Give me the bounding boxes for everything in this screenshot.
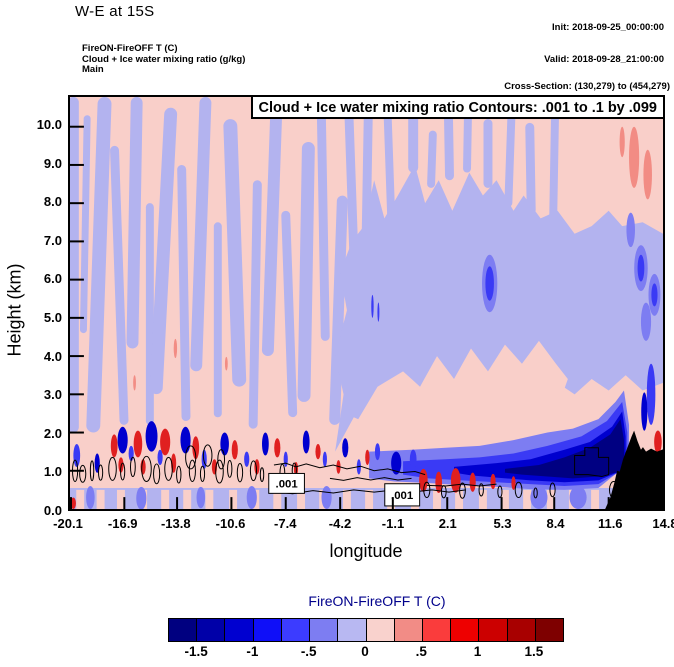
colorbar-cell	[506, 619, 535, 641]
x-axis-title: longitude	[329, 541, 403, 561]
x-axis-tick-label: -7.4	[274, 516, 297, 531]
colorbar-tick-label: .5	[415, 644, 427, 659]
y-axis-tick-label: 8.0	[43, 194, 62, 210]
colorbar-cell	[196, 619, 225, 641]
plot-title: W-E at 15S	[75, 3, 155, 20]
field-labels: FireON-FireOFF T (C) Cloud + Ice water m…	[82, 43, 246, 76]
colorbar-tick-label: 1.5	[524, 644, 544, 659]
field-label-contour: Cloud + Ice water mixing ratio (g/kg)	[82, 53, 246, 65]
svg-text:.001: .001	[276, 478, 299, 490]
y-axis-tick-label: 3.0	[43, 387, 62, 403]
colorbar-cell	[280, 619, 310, 641]
y-axis-tick-label: 9.0	[43, 155, 62, 171]
y-axis-tick-label: 0.0	[43, 503, 62, 518]
colorbar-cell	[169, 619, 197, 641]
x-axis-tick-label: 2.1	[438, 516, 457, 531]
colorbar	[168, 618, 564, 642]
colorbar-cell	[252, 619, 281, 641]
colorbar-cell	[224, 619, 253, 641]
y-axis-tick-label: 5.0	[43, 310, 62, 325]
x-axis-tick-label: 11.6	[597, 516, 623, 531]
colorbar-title: FireON-FireOFF T (C)	[308, 593, 446, 609]
x-axis-tick-label: -10.6	[215, 516, 246, 531]
run-timestamps: Init: 2018-09-25_00:00:00 Valid: 2018-09…	[544, 2, 664, 86]
x-axis-tick-label: -13.8	[160, 516, 191, 531]
colorbar-tick-label: 0	[361, 644, 369, 659]
x-axis-tick-label: 8.4	[546, 516, 565, 531]
y-axis-tick-label: 2.0	[43, 425, 62, 441]
y-axis-tick-label: 10.0	[36, 117, 62, 132]
colorbar-cell	[534, 619, 564, 641]
colorbar-cell	[478, 619, 507, 641]
x-axis-tick-label: -1.1	[381, 516, 405, 531]
y-axis-tick-label: 6.0	[43, 271, 62, 287]
x-axis-tick-label: -20.1	[53, 516, 83, 531]
colorbar-cell	[309, 619, 338, 641]
x-axis-tick-label: 5.3	[493, 516, 512, 531]
x-axis-tick-label: -4.2	[328, 516, 352, 531]
colorbar-tick-label: -1	[246, 644, 259, 659]
cross-section-label: Cross-Section: (130,279) to (454,279)	[504, 81, 670, 92]
field-label-grid: Main	[82, 64, 104, 75]
field-label-diff: FireON-FireOFF T (C)	[82, 43, 178, 54]
colorbar-cell	[393, 619, 422, 641]
init-timestamp: Init: 2018-09-25_00:00:00	[552, 22, 664, 33]
x-axis-tick-label: -16.9	[107, 516, 138, 531]
y-axis-tick-label: 7.0	[43, 232, 62, 248]
valid-timestamp: Valid: 2018-09-28_21:00:00	[544, 53, 664, 65]
colorbar-tick-label: -.5	[300, 644, 317, 659]
svg-text:.001: .001	[391, 490, 414, 502]
colorbar-cell	[365, 619, 394, 641]
y-axis-tick-label: 1.0	[43, 464, 62, 480]
colorbar-tick-label: 1	[473, 644, 482, 659]
colorbar-tick-label: -1.5	[184, 644, 208, 659]
colorbar-cell	[337, 619, 366, 641]
y-axis-tick-label: 4.0	[43, 348, 62, 364]
colorbar-cell	[421, 619, 451, 641]
contour-field-svg: .001 .001	[70, 97, 663, 509]
contour-info-box: Cloud + Ice water mixing ratio Contours:…	[250, 97, 663, 119]
colorbar-cell	[450, 619, 479, 641]
plot-area: .001 .001 Cloud + Ice water mixing ratio …	[68, 95, 665, 511]
x-axis-tick-label: 14.8	[652, 516, 674, 531]
